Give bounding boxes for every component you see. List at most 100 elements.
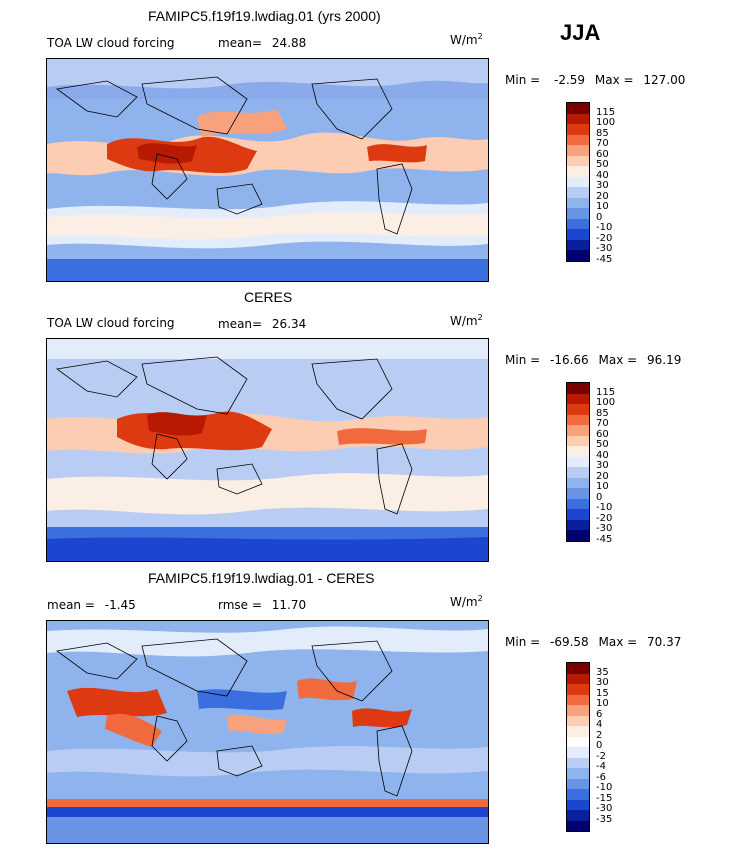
colorbar-tick-label: -10 xyxy=(596,222,613,233)
colorbar-segment xyxy=(567,208,589,219)
colorbar-tick-label: -15 xyxy=(596,792,613,804)
panel-obs-units: W/m2 xyxy=(450,313,483,328)
colorbar-tick-label: 50 xyxy=(596,439,609,450)
colorbar-tick-label: 4 xyxy=(596,719,603,730)
panel-model-max-value: 127.00 xyxy=(643,73,686,87)
colorbar-segment xyxy=(567,187,589,198)
colorbar-segment xyxy=(567,488,589,499)
colorbar-segment xyxy=(567,414,589,425)
colorbar-tick-label: 40 xyxy=(596,169,609,181)
colorbar-segment xyxy=(567,446,589,457)
panel-obs-minmax: Min = -16.66 Max = 96.19 xyxy=(505,353,681,367)
panel-diff-map xyxy=(46,620,489,844)
colorbar-segment xyxy=(567,747,589,758)
panel-diff-min-value: -69.58 xyxy=(550,635,589,649)
panel-obs-mean-value: 26.34 xyxy=(271,317,307,331)
colorbar-tick-label: -20 xyxy=(596,512,613,524)
panel-model-field-label: TOA LW cloud forcing xyxy=(47,36,175,50)
colorbar-segment xyxy=(567,103,589,114)
colorbar-segment xyxy=(567,694,589,705)
panel-diff-mean: mean = -1.45 xyxy=(47,598,136,612)
panel-diff-units-base: W/m xyxy=(450,595,478,609)
colorbar-tick-label: 6 xyxy=(596,708,603,720)
colorbar-segment xyxy=(567,124,589,135)
colorbar-segment xyxy=(567,799,589,810)
colorbar-segment xyxy=(567,404,589,415)
panel-diff-mean-value: -1.45 xyxy=(104,598,136,612)
colorbar-segment xyxy=(567,519,589,530)
colorbar-tick-label: 30 xyxy=(596,677,609,688)
colorbar-tick-label: 115 xyxy=(596,106,616,118)
panel-model-min-value: -2.59 xyxy=(554,73,586,87)
panel-obs-min-value: -16.66 xyxy=(550,353,589,367)
colorbar-tick-label: -45 xyxy=(596,253,613,265)
colorbar-tick-label: 50 xyxy=(596,159,609,170)
panel-diff-rmse: rmse = 11.70 xyxy=(218,598,306,612)
colorbar-tick-label: 2 xyxy=(596,729,603,741)
panel-obs-mean-label: mean= xyxy=(218,317,263,331)
colorbar-segment xyxy=(567,134,589,145)
colorbar-tick-label: -4 xyxy=(596,761,606,772)
colorbar-tick-label: -45 xyxy=(596,533,613,545)
colorbar-tick-label: 70 xyxy=(596,138,609,149)
panel-obs-map-plot xyxy=(47,339,488,561)
panel-model-map xyxy=(46,58,489,282)
panel-model-units-exp: 2 xyxy=(477,32,483,41)
colorbar-segment xyxy=(567,113,589,124)
colorbar-tick-label: -2 xyxy=(596,750,606,762)
colorbar-segment xyxy=(567,673,589,684)
panel-model-map-plot xyxy=(47,59,488,281)
colorbar-segment xyxy=(567,768,589,779)
panel-model-min-label: Min = xyxy=(505,73,541,87)
panel-diff-title: FAMIPC5.f19f19.lwdiag.01 - CERES xyxy=(148,570,375,586)
colorbar-segment xyxy=(567,715,589,726)
colorbar-segment xyxy=(567,166,589,177)
colorbar-tick-label: -35 xyxy=(596,813,613,825)
panel-diff-rmse-value: 11.70 xyxy=(271,598,307,612)
colorbar-tick-label: 40 xyxy=(596,449,609,461)
panel-diff-rmse-label: rmse = xyxy=(218,598,262,612)
colorbar-tick-label: -30 xyxy=(596,523,613,534)
panel-model-units-base: W/m xyxy=(450,33,478,47)
panel-diff-min-label: Min = xyxy=(505,635,541,649)
colorbar-tick-label: 30 xyxy=(596,460,609,471)
colorbar-tick-label: 85 xyxy=(596,407,609,419)
panel-model-max-label: Max = xyxy=(594,73,634,87)
panel-obs-units-exp: 2 xyxy=(477,313,483,322)
colorbar-tick-label: 10 xyxy=(596,698,609,709)
colorbar-tick-label: 0 xyxy=(596,211,603,223)
panel-diff-units-exp: 2 xyxy=(477,594,483,603)
colorbar-tick-label: 100 xyxy=(596,397,616,408)
colorbar-segment xyxy=(567,383,589,394)
colorbar-tick-label: 10 xyxy=(596,201,609,212)
panel-diff-minmax: Min = -69.58 Max = 70.37 xyxy=(505,635,681,649)
panel-diff-map-plot xyxy=(47,621,488,843)
colorbar-segment xyxy=(567,663,589,674)
colorbar-tick-label: 30 xyxy=(596,180,609,191)
panel-model-mean-label: mean= xyxy=(218,36,263,50)
colorbar-tick-label: -6 xyxy=(596,771,606,783)
colorbar-tick-label: -10 xyxy=(596,502,613,513)
colorbar-segment xyxy=(567,218,589,229)
panel-model-units: W/m2 xyxy=(450,32,483,47)
colorbar-segment xyxy=(567,757,589,768)
colorbar-segment xyxy=(567,477,589,488)
colorbar-segment xyxy=(567,239,589,250)
panel-obs-max-value: 96.19 xyxy=(647,353,682,367)
panel-model-mean: mean= 24.88 xyxy=(218,36,306,50)
colorbar-tick-label: 60 xyxy=(596,148,609,160)
colorbar-segment xyxy=(567,810,589,821)
panel-obs-title: CERES xyxy=(244,289,293,305)
panel-obs-colorbar xyxy=(566,382,590,542)
colorbar-tick-label: -30 xyxy=(596,243,613,254)
colorbar-tick-label: 0 xyxy=(596,491,603,503)
colorbar-segment xyxy=(567,726,589,737)
panel-diff-mean-label: mean = xyxy=(47,598,95,612)
colorbar-tick-label: 15 xyxy=(596,687,609,699)
panel-obs-min-label: Min = xyxy=(505,353,541,367)
colorbar-tick-label: 10 xyxy=(596,481,609,492)
colorbar-segment xyxy=(567,789,589,800)
season-label: JJA xyxy=(560,20,601,45)
colorbar-segment xyxy=(567,155,589,166)
panel-obs-max-label: Max = xyxy=(598,353,638,367)
